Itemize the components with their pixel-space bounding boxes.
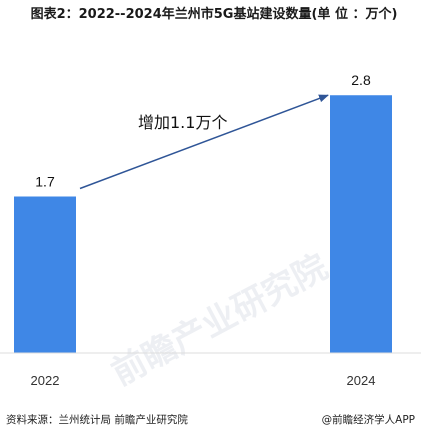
x-tick-label-2024: 2024: [347, 373, 376, 388]
footer: 资料来源：兰州统计局 前瞻产业研究院 @前瞻经济学人APP: [0, 412, 421, 435]
bar-2024: [330, 95, 392, 353]
chart-title: 图表2：2022--2024年兰州市5G基站建设数量(单 位 ：万个): [30, 7, 398, 22]
bar-2022: [14, 196, 76, 353]
source-note: 资料来源：兰州统计局 前瞻产业研究院: [6, 414, 188, 426]
increase-annotation: 增加1.1万个: [138, 113, 227, 132]
watermark: 前瞻产业研究院: [105, 247, 334, 394]
bar-chart: 前瞻产业研究院 1.7 2022 2.8 2024 增加1.1万个: [0, 72, 421, 394]
value-label-2022: 1.7: [35, 174, 55, 190]
brand-text: @前瞻经济学人APP: [321, 414, 415, 426]
brand-credit: @前瞻经济学人APP: [322, 412, 415, 427]
value-label-2024: 2.8: [351, 72, 371, 88]
increase-arrow: [79, 94, 329, 190]
x-tick-label-2022: 2022: [31, 373, 60, 388]
